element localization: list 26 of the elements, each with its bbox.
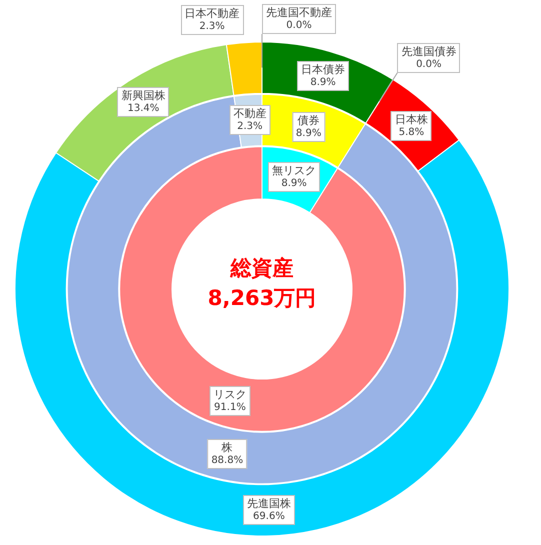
slice-label: 無リスク [272, 164, 316, 178]
data-label: 2.3% [198, 20, 226, 33]
data-label: 2.3% [236, 120, 264, 134]
data-label: 8.9% [309, 76, 337, 90]
text: 0.0% [416, 58, 442, 70]
data-label: 69.6% [252, 510, 286, 524]
slice-label: 債券 [296, 114, 321, 127]
data-label: 13.4% [126, 102, 160, 116]
slice-label: 日本不動産 [184, 6, 240, 20]
slice-label: 日本株 [394, 112, 428, 126]
data-label: 91.1% [213, 400, 246, 414]
slice-label: 新興国株 [121, 89, 166, 102]
data-label: 8.9% [280, 177, 308, 190]
data-label: 8.9% [296, 126, 322, 140]
data-label: 5.8% [398, 126, 426, 139]
slice-label: 日本債券 [301, 63, 346, 76]
slice-label: 先進国株 [246, 497, 291, 510]
data-label: 88.8% [211, 454, 244, 468]
text: 総資産 [230, 255, 294, 282]
slice-label: リスク [213, 388, 246, 401]
text: 0.0% [286, 20, 312, 31]
category-label: 先進国債券 [401, 44, 456, 58]
slice-label: 不動産 [233, 107, 266, 120]
text: 8,263万円 [208, 285, 316, 312]
category-label: 先進国不動産 [266, 6, 332, 19]
slice-label: 株 [220, 441, 234, 454]
